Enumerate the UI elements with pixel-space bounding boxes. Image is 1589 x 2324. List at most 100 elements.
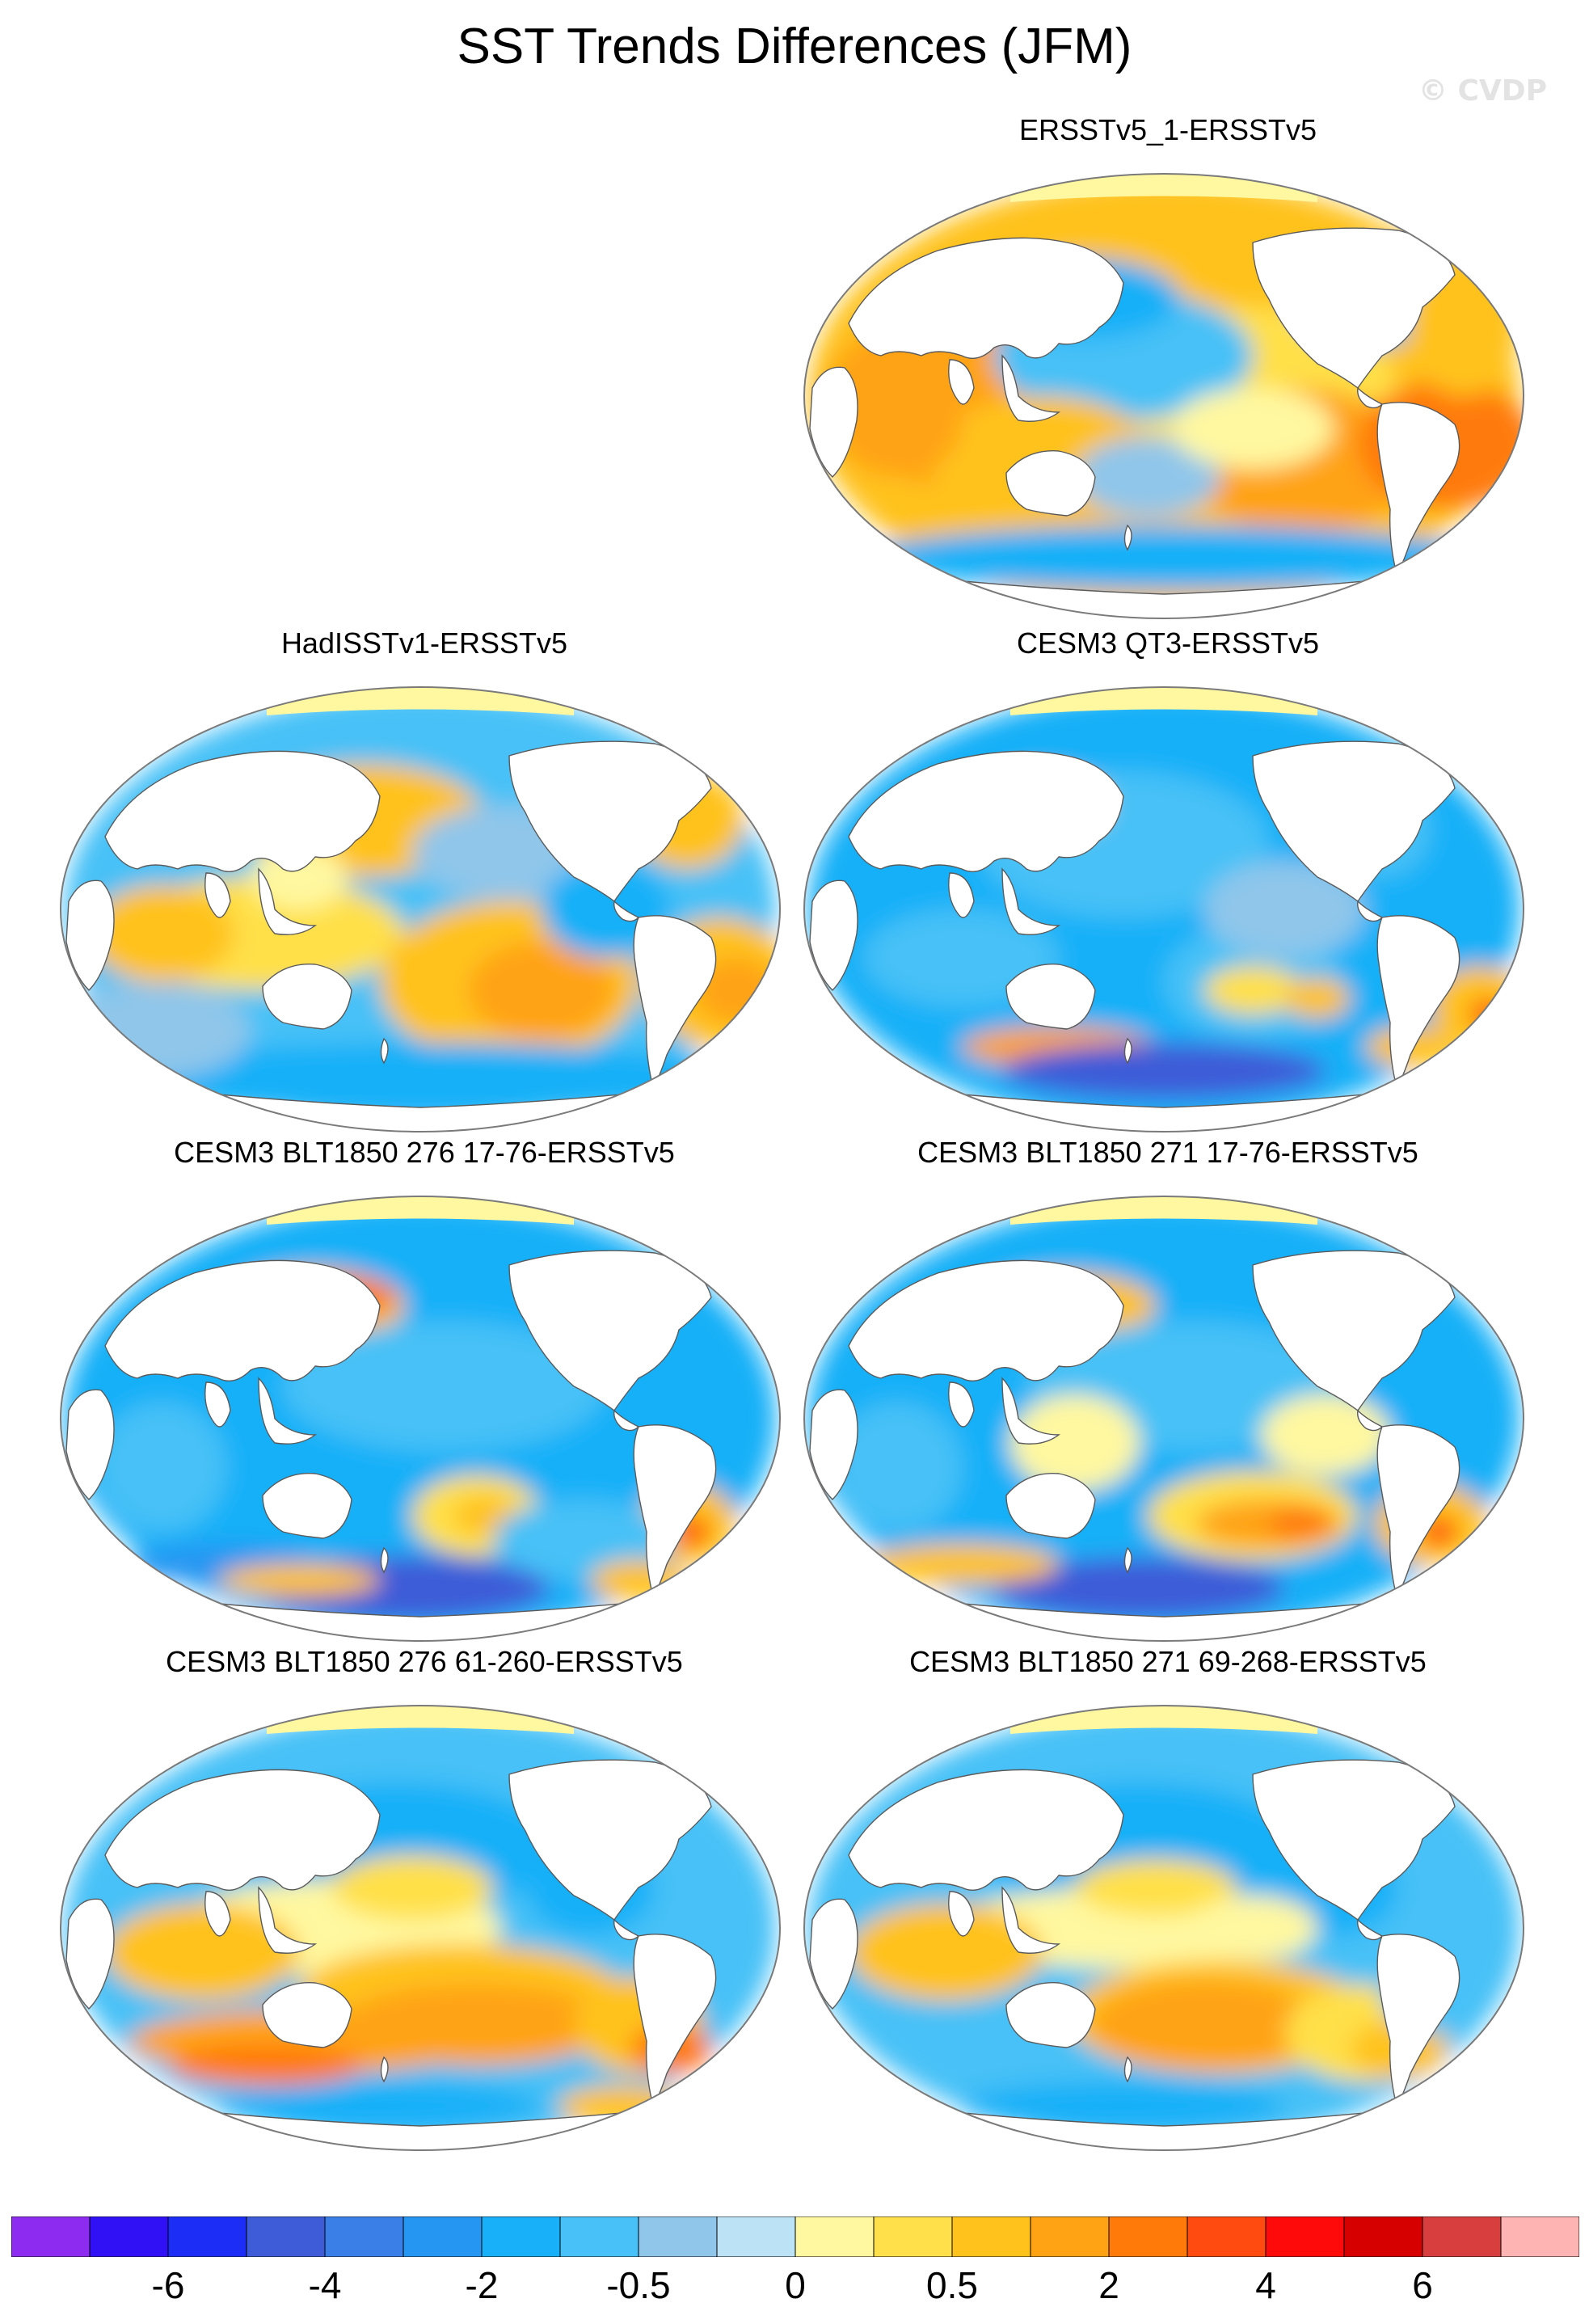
landmass [508, 1250, 712, 1412]
sst-anomaly-region [469, 942, 614, 1039]
colorbar-swatch [1265, 2216, 1345, 2257]
landmass [508, 1759, 712, 1921]
globe-map [60, 1196, 781, 1642]
sst-anomaly-region [218, 2081, 542, 2130]
landmass [1430, 719, 1488, 769]
figure-title: SST Trends Differences (JFM) [457, 19, 1132, 74]
landmass [948, 1891, 975, 1937]
colorbar-swatch [638, 2216, 718, 2257]
colorbar-tick-label: 6 [1412, 2264, 1433, 2306]
colorbar-tick-label: -2 [465, 2264, 499, 2306]
sst-anomaly-region [962, 2081, 1285, 2130]
colorbar-tick-label: 4 [1255, 2264, 1276, 2306]
landmass [1001, 867, 1061, 935]
map-panel-p1: ERSSTv5_1-ERSSTv5 [800, 113, 1536, 631]
sst-anomaly-region [1075, 1859, 1237, 1916]
landmass [65, 1898, 115, 2010]
colorbar-swatch [1108, 2216, 1188, 2257]
colorbar-swatch [246, 2216, 326, 2257]
landmass [848, 237, 1124, 359]
colorbar-swatch [559, 2216, 639, 2257]
landmass [613, 900, 640, 922]
landmass [1430, 1229, 1488, 1278]
landmass [262, 1982, 352, 2048]
landmass [1001, 1886, 1061, 1954]
colorbar-swatch [1500, 2216, 1579, 2257]
panel-title: CESM3 QT3-ERSSTv5 [1016, 626, 1320, 660]
sst-anomaly-region [1204, 966, 1301, 1014]
landmass [1123, 1546, 1132, 1574]
panel-title: CESM3 BLT1850 276 17-76-ERSSTv5 [174, 1136, 675, 1169]
colorbar-tick-label: -4 [308, 2264, 342, 2306]
sst-anomaly-region [61, 982, 251, 1079]
landmass [1005, 1473, 1096, 1539]
landmass [1252, 227, 1456, 390]
map-panel-p6: CESM3 BLT1850 276 61-260-ERSSTv5 [57, 1645, 792, 2162]
landmass [262, 1473, 352, 1539]
landmass [1376, 1934, 1460, 2107]
colorbar-labels: -6 -4 -2 -0.5 0 0.5 2 4 6 [11, 2263, 1579, 2312]
landmass [380, 2056, 389, 2083]
landmass [1123, 524, 1132, 551]
sst-anomaly-region [865, 1544, 1059, 1584]
landmass [948, 872, 975, 918]
colorbar-swatch [1343, 2216, 1423, 2257]
sst-anomaly-region [218, 1564, 380, 1596]
panel-title: CESM3 BLT1850 271 17-76-ERSSTv5 [917, 1136, 1418, 1169]
colorbar-swatch [89, 2216, 169, 2257]
sst-anomaly-region [493, 1499, 671, 1580]
landmass [1005, 964, 1096, 1030]
sst-anomaly-region [1188, 1896, 1317, 1960]
sst-anomaly-region [170, 2045, 364, 2086]
panel-title: CESM3 BLT1850 271 69-268-ERSSTv5 [909, 1645, 1427, 1678]
sst-anomaly-region [1204, 861, 1366, 958]
landmass [1376, 402, 1460, 576]
sst-anomaly-region [1471, 1000, 1503, 1029]
landmass [1430, 1738, 1488, 1787]
sst-anomaly-region [994, 1558, 1285, 1619]
landmass [1001, 1377, 1061, 1445]
colorbar-tick-label: 2 [1098, 2264, 1119, 2306]
map-panel-p3: CESM3 QT3-ERSSTv5 [800, 626, 1536, 1144]
panel-title: CESM3 BLT1850 276 61-260-ERSSTv5 [166, 1645, 683, 1678]
sst-anomaly-region [105, 1904, 299, 2001]
sst-anomaly-region [832, 1402, 962, 1532]
landmass [613, 1918, 640, 1941]
map-outline [803, 1196, 1524, 1642]
landmass [809, 366, 858, 478]
landmass [1001, 354, 1061, 422]
landmass [1005, 1982, 1096, 2048]
globe-map [803, 686, 1524, 1132]
landmass [65, 1389, 115, 1500]
sst-anomaly-region [590, 1560, 687, 1601]
map-panel-p5: CESM3 BLT1850 271 17-76-ERSSTv5 [800, 1136, 1536, 1653]
landmass [508, 740, 712, 903]
colorbar-tick-label: -6 [151, 2264, 185, 2306]
map-panel-p2: HadISSTv1-ERSSTv5 [57, 626, 792, 1144]
landmass [1357, 1918, 1384, 1941]
landmass [948, 1381, 975, 1428]
landmass [258, 1377, 318, 1445]
landmass [848, 1769, 1124, 1891]
map-panel-p7: CESM3 BLT1850 271 69-268-ERSSTv5 [800, 1645, 1536, 2162]
colorbar [11, 2216, 1579, 2257]
map-panel-p4: CESM3 BLT1850 276 17-76-ERSSTv5 [57, 1136, 792, 1653]
landmass [104, 1259, 381, 1381]
map-outline [60, 1705, 781, 2151]
sst-anomaly-region [97, 1402, 226, 1532]
colorbar-swatch [167, 2216, 247, 2257]
sst-anomaly-region [1075, 437, 1220, 517]
landmass [258, 1886, 318, 1954]
sst-anomaly-region [1285, 978, 1350, 1019]
landmass [1252, 1759, 1456, 1921]
globe-map [803, 173, 1524, 619]
sst-anomaly-region [283, 1322, 606, 1451]
map-outline [803, 1705, 1524, 2151]
landmass [258, 867, 318, 935]
landmass [380, 1037, 389, 1065]
cvdp-watermark: © CVDP [1418, 74, 1547, 108]
sst-anomaly-region [865, 525, 1479, 590]
colorbar-swatch [716, 2216, 796, 2257]
map-outline [60, 686, 781, 1132]
landmass [633, 915, 717, 1089]
